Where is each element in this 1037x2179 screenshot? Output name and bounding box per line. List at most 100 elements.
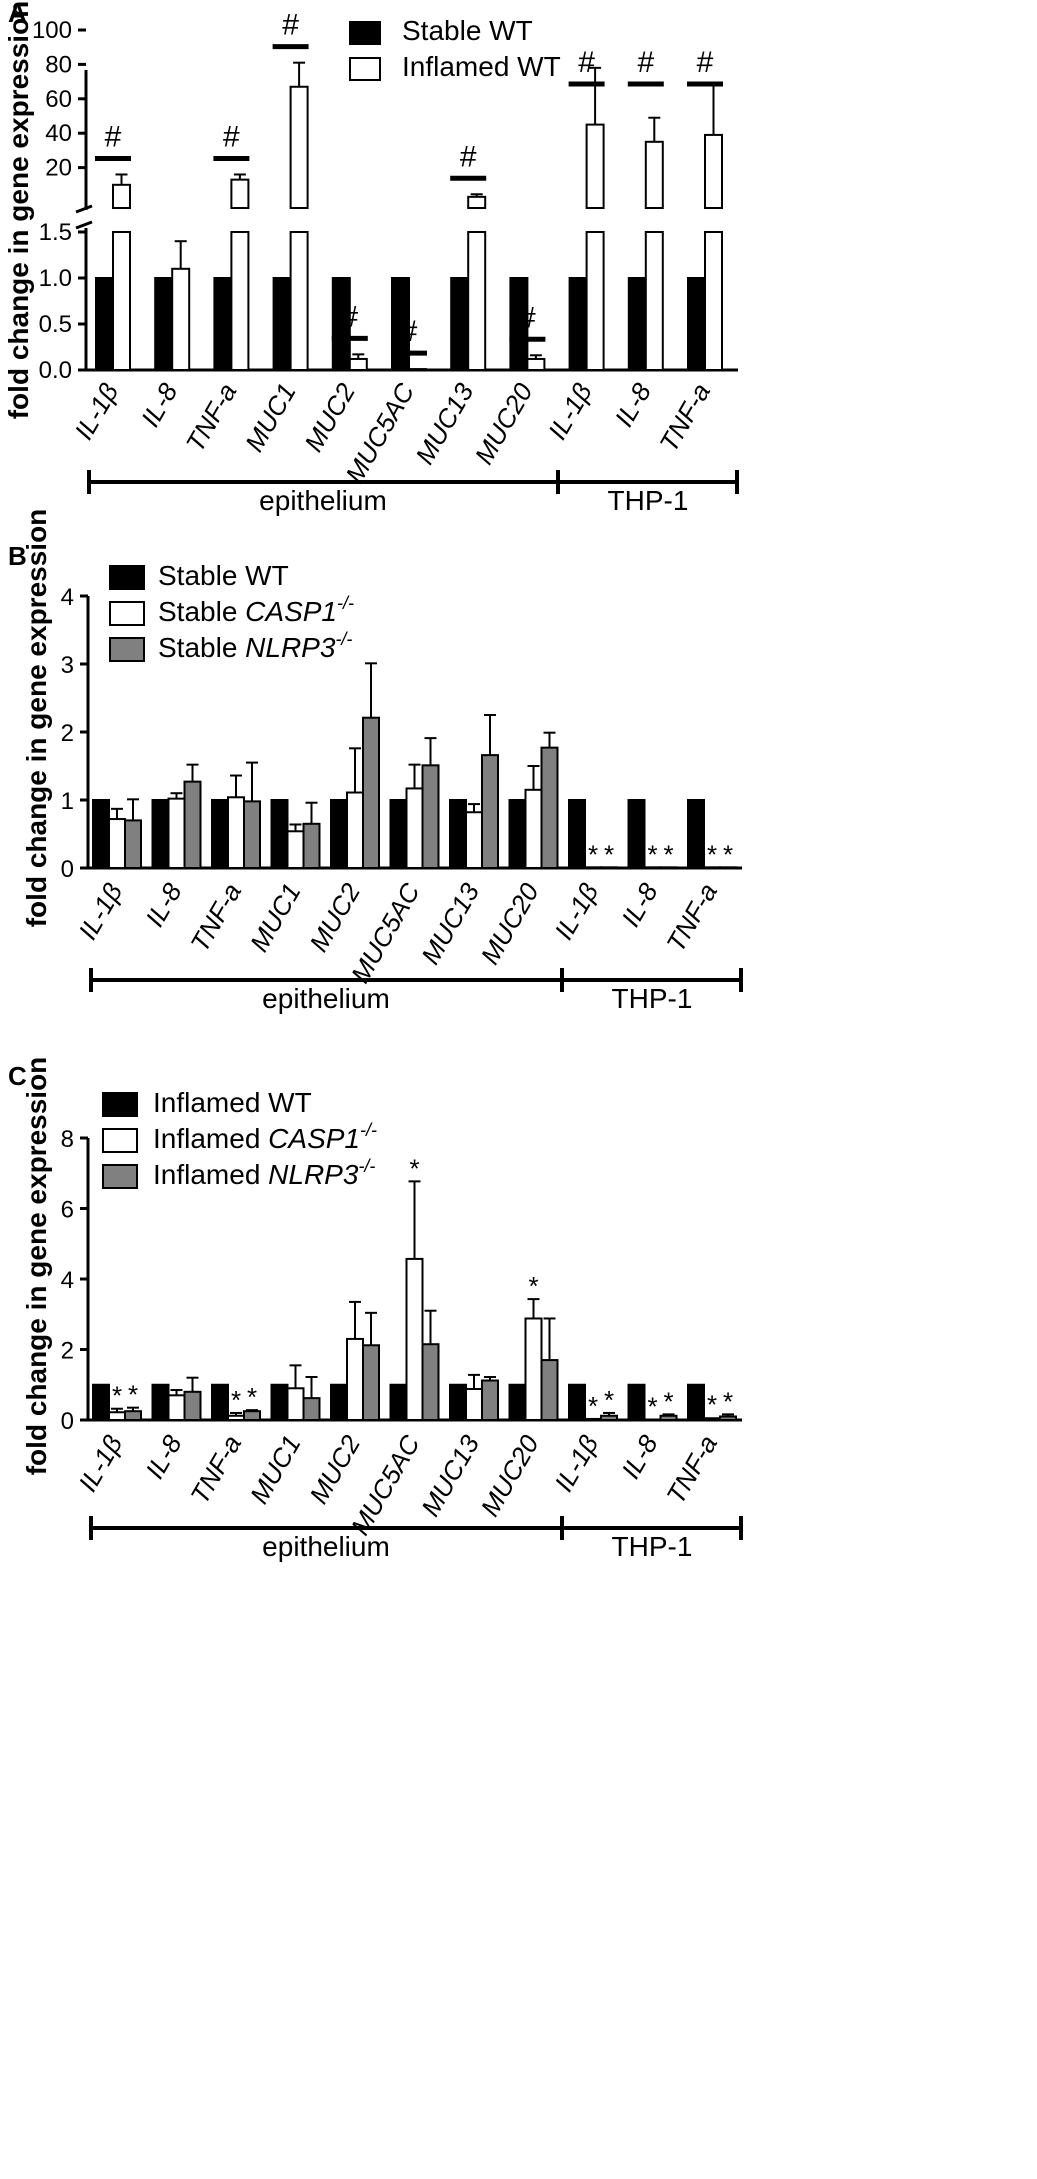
errorbar-c-s3-c7	[484, 1375, 496, 1381]
errorbar-c-s2-c7	[468, 1373, 480, 1389]
bar-b-s2-c8	[524, 788, 543, 869]
significance-star-b-9-1: *	[588, 839, 598, 869]
errorbar-b-s3-c1	[127, 798, 139, 821]
bar-a-s2-c10	[644, 231, 664, 371]
bar-a-s2-c11	[704, 231, 723, 371]
errorbar-a-s2-c10	[648, 116, 661, 142]
category-label-2: IL-8	[135, 378, 184, 432]
bar-b-s2-c4	[286, 830, 305, 870]
errorbar-b-s3-c8	[543, 731, 556, 748]
bar-b-s3-c1	[124, 819, 142, 870]
errorbar-b-s3-c3	[246, 761, 258, 802]
category-label-11: TNF-a	[653, 378, 716, 457]
errorbar-c-s3-c10	[662, 1413, 675, 1416]
bar-a-s2-c1	[112, 231, 131, 371]
legend-swatch-1	[349, 21, 381, 45]
errorbar-b-s3-c4	[305, 801, 318, 824]
bar-a-s2-c4	[289, 231, 309, 371]
category-label-3: TNF-a	[184, 878, 247, 957]
significance-star-c-6-1: *	[409, 1153, 419, 1183]
significance-mark-5: #	[341, 300, 358, 333]
significance-mark-1: #	[105, 120, 122, 153]
significance-mark-6: #	[401, 315, 418, 348]
errorbar-b-s3-c2	[186, 763, 199, 782]
bar-b-s1-c6	[389, 799, 408, 869]
bar-c-s1-c9	[568, 1383, 586, 1421]
errorbar-b-s2-c8	[527, 765, 540, 790]
bar-b-s3-c6	[421, 764, 440, 870]
errorbar-c-s2-c4	[289, 1364, 302, 1389]
y-tick-label-lower-2: 0.5	[39, 311, 72, 338]
category-label-8: MUC20	[469, 378, 539, 470]
significance-star-c-9-1: *	[588, 1391, 598, 1421]
y-tick-label-lower-3: 1.0	[39, 265, 72, 292]
bar-c-s1-c5	[330, 1383, 348, 1421]
errorbar-c-s3-c2	[186, 1376, 199, 1392]
legend-label-3: Inflamed NLRP3-/-	[153, 1156, 375, 1190]
category-label-8: MUC20	[475, 1430, 545, 1522]
errorbar-b-s2-c3	[230, 774, 242, 798]
errorbar-a-s2-c11	[707, 82, 720, 135]
bar-a-upper-s2-c11	[704, 133, 723, 209]
panel-letter-c: C	[8, 1061, 27, 1091]
errorbar-b-s2-c7	[468, 803, 480, 813]
bar-c-s3-c8	[540, 1359, 559, 1421]
errorbar-a-s2-c4	[293, 61, 306, 87]
bar-a-s1-c3	[213, 277, 233, 371]
group-label-epithelium: epithelium	[259, 485, 387, 516]
bar-b-s2-c3	[227, 796, 245, 870]
category-label-11: TNF-a	[660, 1430, 723, 1509]
errorbar-b-s2-c2	[170, 792, 183, 799]
errorbar-b-s3-c5	[365, 662, 377, 718]
category-label-5: MUC2	[303, 878, 366, 957]
bar-a-upper-s2-c1	[112, 183, 131, 210]
panel-letter-a: A	[8, 0, 27, 28]
significance-mark-3: #	[223, 120, 240, 153]
legend-swatch-2	[349, 57, 381, 81]
significance-star-c-10-1: *	[647, 1392, 657, 1422]
bar-a-s1-c5	[331, 277, 351, 371]
category-label-4: MUC1	[244, 1430, 307, 1509]
errorbar-a-s2-c2	[174, 240, 187, 269]
y-tick-label-lower-4: 1.5	[39, 219, 72, 246]
category-label-10: IL-8	[609, 378, 658, 432]
y-tick-label-upper-4: 80	[45, 51, 72, 78]
bar-c-s1-c11	[687, 1383, 705, 1421]
errorbar-c-s3-c4	[305, 1375, 318, 1399]
bar-a-s1-c10	[627, 277, 647, 371]
bar-c-s3-c2	[183, 1390, 202, 1422]
bar-c-s3-c3	[243, 1410, 261, 1421]
y-tick-label-5: 4	[61, 584, 74, 611]
y-tick-label-3: 4	[61, 1267, 74, 1294]
bar-b-s3-c3	[243, 800, 261, 869]
significance-star-b-9-2: *	[604, 839, 614, 869]
legend-label-3: Stable NLRP3-/-	[158, 629, 352, 663]
bar-c-s1-c4	[270, 1383, 289, 1421]
bar-b-s3-c2	[183, 780, 202, 870]
errorbar-b-s2-c5	[349, 747, 361, 793]
bar-b-s3-c4	[302, 822, 321, 869]
category-label-9: IL-1β	[542, 378, 598, 445]
bar-c-s1-c6	[389, 1383, 408, 1421]
category-label-3: TNF-a	[184, 1430, 247, 1509]
errorbar-b-s3-c7	[484, 714, 496, 756]
bar-c-s3-c6	[421, 1343, 440, 1422]
errorbar-a-s2-c9	[589, 66, 602, 125]
category-label-1: IL-1β	[72, 1430, 128, 1497]
bar-b-s2-c7	[465, 811, 483, 869]
errorbar-a-s2-c7	[470, 193, 483, 197]
legend-swatch-3	[109, 637, 145, 662]
significance-star-b-10-1: *	[647, 839, 657, 869]
significance-star-c-8-1: *	[528, 1271, 538, 1301]
bar-c-s3-c4	[302, 1397, 321, 1422]
bar-c-s3-c1	[124, 1410, 142, 1421]
bar-c-s3-c9	[600, 1414, 618, 1422]
y-tick-label-5: 8	[61, 1126, 74, 1153]
significance-star-c-3-2: *	[247, 1382, 257, 1412]
bar-a-s2-c5	[348, 357, 368, 371]
errorbar-a-s2-c8	[529, 354, 542, 359]
bar-b-s1-c4	[270, 799, 289, 869]
errorbar-c-s3-c1	[127, 1406, 139, 1412]
category-label-4: MUC1	[244, 878, 307, 957]
significance-star-c-1-2: *	[128, 1380, 138, 1410]
